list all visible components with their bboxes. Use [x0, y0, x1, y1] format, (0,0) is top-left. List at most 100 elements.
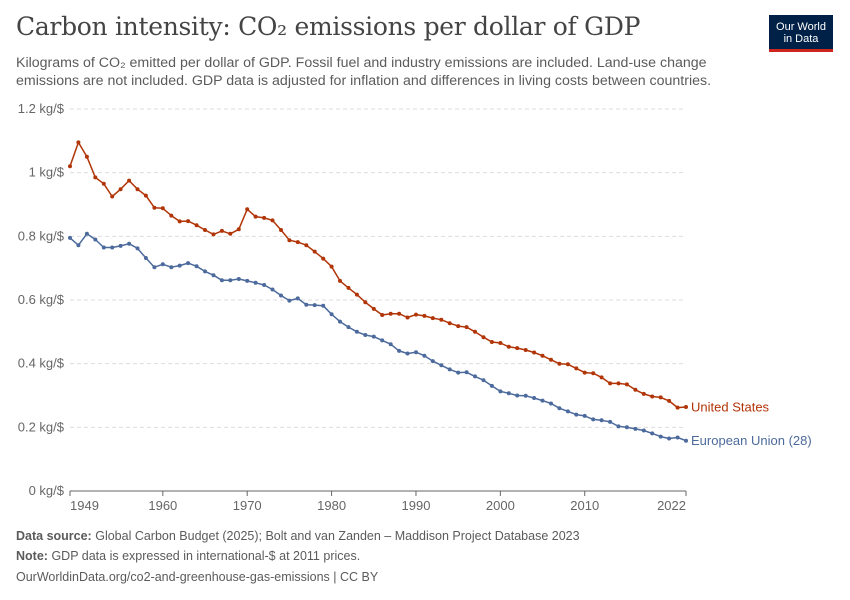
data-point-european-union-28[interactable] — [608, 419, 613, 424]
data-point-european-union-28[interactable] — [481, 378, 486, 383]
data-point-european-union-28[interactable] — [633, 426, 638, 431]
data-point-united-states[interactable] — [557, 361, 562, 366]
data-point-european-union-28[interactable] — [363, 333, 368, 337]
data-point-european-union-28[interactable] — [118, 243, 123, 248]
data-point-united-states[interactable] — [650, 394, 655, 399]
data-point-united-states[interactable] — [456, 324, 461, 329]
data-point-european-union-28[interactable] — [405, 351, 410, 356]
data-point-united-states[interactable] — [93, 175, 98, 180]
owid-logo[interactable]: Our World in Data — [769, 15, 833, 52]
data-point-united-states[interactable] — [76, 140, 81, 145]
data-point-european-union-28[interactable] — [582, 413, 587, 418]
data-point-european-union-28[interactable] — [186, 261, 191, 266]
data-point-european-union-28[interactable] — [354, 329, 359, 334]
data-point-united-states[interactable] — [380, 313, 385, 317]
data-point-united-states[interactable] — [464, 325, 469, 330]
data-point-united-states[interactable] — [236, 227, 241, 232]
data-point-european-union-28[interactable] — [346, 325, 351, 330]
data-point-european-union-28[interactable] — [169, 265, 174, 270]
data-point-european-union-28[interactable] — [194, 264, 199, 269]
data-point-european-union-28[interactable] — [338, 319, 342, 324]
data-point-united-states[interactable] — [101, 181, 106, 186]
data-point-european-union-28[interactable] — [430, 359, 435, 364]
data-point-united-states[interactable] — [270, 218, 275, 223]
data-point-european-union-28[interactable] — [473, 374, 477, 379]
data-point-united-states[interactable] — [203, 228, 207, 232]
data-point-european-union-28[interactable] — [321, 303, 326, 308]
data-point-european-union-28[interactable] — [447, 367, 452, 372]
series-label-united-states[interactable]: United States — [691, 399, 770, 414]
data-point-united-states[interactable] — [498, 341, 503, 345]
data-point-european-union-28[interactable] — [262, 283, 267, 287]
data-point-united-states[interactable] — [160, 206, 165, 211]
data-point-european-union-28[interactable] — [397, 348, 402, 353]
data-point-european-union-28[interactable] — [329, 312, 334, 317]
data-point-european-union-28[interactable] — [143, 256, 148, 260]
data-point-european-union-28[interactable] — [650, 431, 655, 436]
data-point-united-states[interactable] — [624, 382, 629, 387]
data-point-european-union-28[interactable] — [279, 293, 283, 298]
data-point-european-union-28[interactable] — [380, 338, 385, 343]
data-point-united-states[interactable] — [658, 395, 663, 400]
data-point-united-states[interactable] — [177, 219, 182, 224]
data-point-united-states[interactable] — [253, 214, 258, 219]
data-point-united-states[interactable] — [489, 340, 494, 344]
data-point-united-states[interactable] — [397, 311, 402, 316]
data-point-united-states[interactable] — [371, 306, 376, 311]
data-point-european-union-28[interactable] — [624, 425, 629, 430]
data-point-united-states[interactable] — [143, 193, 148, 198]
data-point-european-union-28[interactable] — [506, 391, 511, 396]
data-point-european-union-28[interactable] — [93, 237, 98, 242]
data-point-european-union-28[interactable] — [456, 370, 461, 375]
data-point-united-states[interactable] — [118, 187, 123, 192]
data-point-european-union-28[interactable] — [667, 436, 672, 441]
data-point-european-union-28[interactable] — [228, 278, 233, 283]
data-point-european-union-28[interactable] — [135, 246, 140, 251]
data-point-european-union-28[interactable] — [591, 417, 596, 422]
data-point-united-states[interactable] — [515, 346, 520, 351]
data-point-european-union-28[interactable] — [523, 393, 528, 398]
series-label-european-union-28[interactable]: European Union (28) — [691, 433, 812, 448]
data-point-european-union-28[interactable] — [304, 302, 309, 307]
data-point-united-states[interactable] — [565, 362, 570, 367]
data-point-european-union-28[interactable] — [599, 418, 604, 423]
data-point-european-union-28[interactable] — [464, 370, 469, 375]
data-point-european-union-28[interactable] — [388, 342, 393, 347]
data-point-european-union-28[interactable] — [565, 409, 570, 414]
data-point-united-states[interactable] — [591, 371, 596, 376]
data-point-united-states[interactable] — [312, 249, 317, 254]
data-point-united-states[interactable] — [414, 312, 418, 317]
data-point-united-states[interactable] — [245, 207, 250, 212]
data-point-united-states[interactable] — [295, 240, 300, 245]
data-point-united-states[interactable] — [599, 375, 604, 380]
data-point-united-states[interactable] — [684, 405, 688, 409]
data-point-united-states[interactable] — [608, 381, 613, 386]
data-point-united-states[interactable] — [574, 366, 579, 371]
data-point-european-union-28[interactable] — [557, 406, 562, 411]
data-point-united-states[interactable] — [540, 353, 545, 358]
data-point-united-states[interactable] — [430, 316, 435, 321]
data-point-united-states[interactable] — [506, 344, 511, 349]
series-line-united-states[interactable] — [69, 141, 687, 409]
data-point-european-union-28[interactable] — [641, 428, 646, 433]
data-point-united-states[interactable] — [279, 228, 283, 232]
data-point-european-union-28[interactable] — [127, 241, 132, 246]
data-point-united-states[interactable] — [616, 381, 621, 386]
data-point-united-states[interactable] — [422, 313, 427, 318]
data-point-united-states[interactable] — [405, 315, 410, 320]
data-point-united-states[interactable] — [549, 357, 553, 362]
data-point-united-states[interactable] — [135, 187, 140, 192]
data-point-united-states[interactable] — [262, 215, 267, 220]
data-point-united-states[interactable] — [582, 370, 587, 375]
data-point-united-states[interactable] — [169, 213, 174, 218]
data-point-european-union-28[interactable] — [84, 231, 89, 236]
data-point-united-states[interactable] — [354, 292, 359, 297]
data-point-united-states[interactable] — [127, 178, 132, 183]
data-point-european-union-28[interactable] — [439, 363, 444, 368]
data-point-european-union-28[interactable] — [245, 278, 250, 283]
data-point-european-union-28[interactable] — [287, 298, 292, 303]
data-point-united-states[interactable] — [447, 321, 452, 326]
data-point-united-states[interactable] — [641, 391, 646, 396]
data-point-european-union-28[interactable] — [101, 245, 106, 250]
data-point-united-states[interactable] — [287, 238, 292, 243]
